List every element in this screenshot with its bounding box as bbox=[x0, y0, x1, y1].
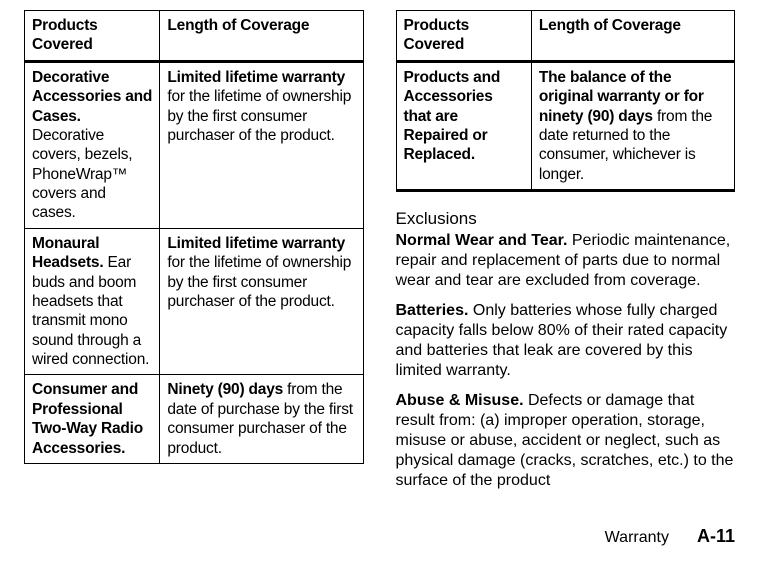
cell-products: Consumer and Professional Two-Way Radio … bbox=[25, 375, 160, 464]
cell-bold: Consumer and Professional Two-Way Radio … bbox=[32, 381, 143, 456]
cell-length: Limited lifetime warranty for the lifeti… bbox=[160, 61, 363, 228]
cell-bold: Decorative Accessories and Cases. bbox=[32, 69, 152, 125]
exclusion-bold: Normal Wear and Tear. bbox=[396, 232, 568, 249]
cell-bold: Monaural Headsets. bbox=[32, 235, 103, 271]
exclusion-bold: Abuse & Misuse. bbox=[396, 392, 524, 409]
cell-length: Limited lifetime warranty for the lifeti… bbox=[160, 228, 363, 375]
table-row: Decorative Accessories and Cases. Decora… bbox=[25, 61, 364, 228]
cell-length: Ninety (90) days from the date of purcha… bbox=[160, 375, 363, 464]
cell-products: Monaural Headsets. Ear buds and boom hea… bbox=[25, 228, 160, 375]
cell-rest: Decorative covers, bezels, PhoneWrap™ co… bbox=[32, 127, 132, 222]
cell-bold: Limited lifetime warranty bbox=[167, 235, 345, 252]
cell-rest: for the lifetime of ownership by the fir… bbox=[167, 88, 351, 144]
warranty-table-right: Products Covered Length of Coverage Prod… bbox=[396, 10, 736, 192]
cell-products: Products and Accessories that are Repair… bbox=[396, 61, 531, 190]
table-row: Monaural Headsets. Ear buds and boom hea… bbox=[25, 228, 364, 375]
header-products: Products Covered bbox=[396, 11, 531, 62]
cell-rest: for the lifetime of ownership by the fir… bbox=[167, 254, 351, 310]
exclusion-item: Abuse & Misuse. Defects or damage that r… bbox=[396, 391, 736, 491]
cell-bold: Limited lifetime warranty bbox=[167, 69, 345, 86]
warranty-table-left: Products Covered Length of Coverage Deco… bbox=[24, 10, 364, 464]
cell-bold: Products and Accessories that are Repair… bbox=[404, 69, 501, 164]
exclusions-section: Exclusions Normal Wear and Tear. Periodi… bbox=[396, 208, 736, 491]
table-header-row: Products Covered Length of Coverage bbox=[25, 11, 364, 62]
exclusions-heading: Exclusions bbox=[396, 208, 736, 229]
cell-bold: Ninety (90) days bbox=[167, 381, 283, 398]
table-row: Products and Accessories that are Repair… bbox=[396, 61, 735, 190]
header-products: Products Covered bbox=[25, 11, 160, 62]
left-column: Products Covered Length of Coverage Deco… bbox=[24, 10, 364, 491]
table-header-row: Products Covered Length of Coverage bbox=[396, 11, 735, 62]
table-row: Consumer and Professional Two-Way Radio … bbox=[25, 375, 364, 464]
footer-label: Warranty bbox=[605, 529, 669, 546]
cell-length: The balance of the original warranty or … bbox=[531, 61, 734, 190]
exclusion-item: Batteries. Only batteries whose fully ch… bbox=[396, 301, 736, 381]
cell-rest: Ear buds and boom headsets that transmit… bbox=[32, 254, 149, 368]
two-column-layout: Products Covered Length of Coverage Deco… bbox=[24, 10, 735, 491]
page-footer: Warranty A-11 bbox=[605, 526, 735, 547]
right-column: Products Covered Length of Coverage Prod… bbox=[396, 10, 736, 491]
exclusion-item: Normal Wear and Tear. Periodic maintenan… bbox=[396, 231, 736, 291]
footer-page-number: A-11 bbox=[697, 526, 735, 546]
header-length: Length of Coverage bbox=[160, 11, 363, 62]
cell-products: Decorative Accessories and Cases. Decora… bbox=[25, 61, 160, 228]
header-length: Length of Coverage bbox=[531, 11, 734, 62]
exclusion-bold: Batteries. bbox=[396, 302, 469, 319]
